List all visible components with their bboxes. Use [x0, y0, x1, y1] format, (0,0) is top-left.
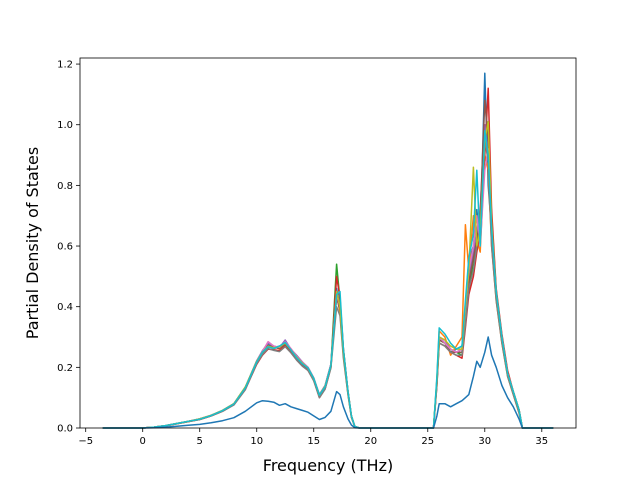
y-tick-label: 0.6: [57, 242, 73, 253]
x-tick-label: −5: [78, 436, 93, 447]
series-line-11: [102, 336, 554, 429]
y-tick-label: 1.2: [57, 60, 73, 71]
x-tick-label: 5: [197, 436, 203, 447]
series-layer: [102, 72, 554, 429]
x-tick-label: 15: [307, 436, 320, 447]
y-tick-label: 0.8: [57, 181, 73, 192]
x-tick-label: 0: [140, 436, 146, 447]
y-axis: 0.0 0.2 0.4 0.6 0.8 1.0 1.2: [57, 60, 80, 435]
x-axis: −5 0 5 10 15 20 25 30 35: [78, 428, 548, 447]
x-tick-label: 20: [364, 436, 377, 447]
x-axis-label: Frequency (THz): [263, 456, 393, 475]
y-tick-label: 1.0: [57, 120, 73, 131]
y-axis-label: Partial Density of States: [23, 147, 42, 339]
plot-frame: [79, 57, 577, 429]
x-tick-label: 10: [250, 436, 263, 447]
x-tick-label: 35: [535, 436, 548, 447]
y-tick-label: 0.0: [57, 424, 73, 435]
y-tick-label: 0.4: [57, 302, 73, 313]
series-line-10: [102, 130, 554, 429]
x-tick-label: 30: [478, 436, 491, 447]
y-tick-label: 0.2: [57, 363, 73, 374]
x-tick-label: 25: [421, 436, 434, 447]
